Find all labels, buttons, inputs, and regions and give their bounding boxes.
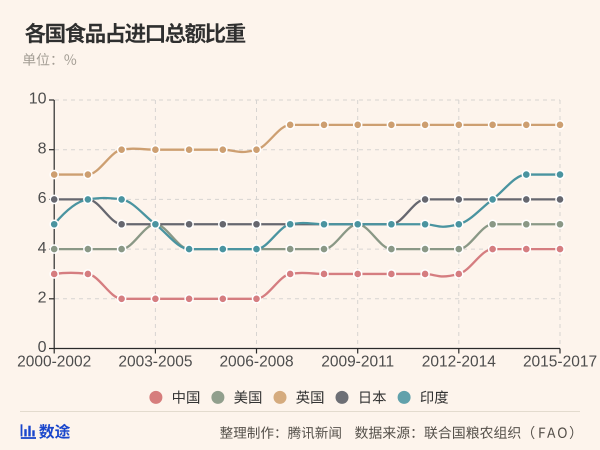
svg-text:4: 4: [38, 240, 47, 257]
svg-text:0: 0: [38, 339, 47, 356]
svg-text:2009-2011: 2009-2011: [321, 354, 394, 371]
svg-text:2012-2014: 2012-2014: [422, 354, 497, 371]
svg-text:2000-2002: 2000-2002: [17, 354, 91, 371]
svg-text:2015-2017: 2015-2017: [523, 354, 597, 371]
svg-text:10: 10: [29, 91, 47, 108]
svg-text:2: 2: [38, 290, 47, 307]
svg-text:2006-2008: 2006-2008: [219, 354, 293, 371]
svg-text:8: 8: [38, 140, 47, 157]
svg-text:2003-2005: 2003-2005: [118, 354, 192, 371]
svg-text:6: 6: [38, 190, 47, 207]
